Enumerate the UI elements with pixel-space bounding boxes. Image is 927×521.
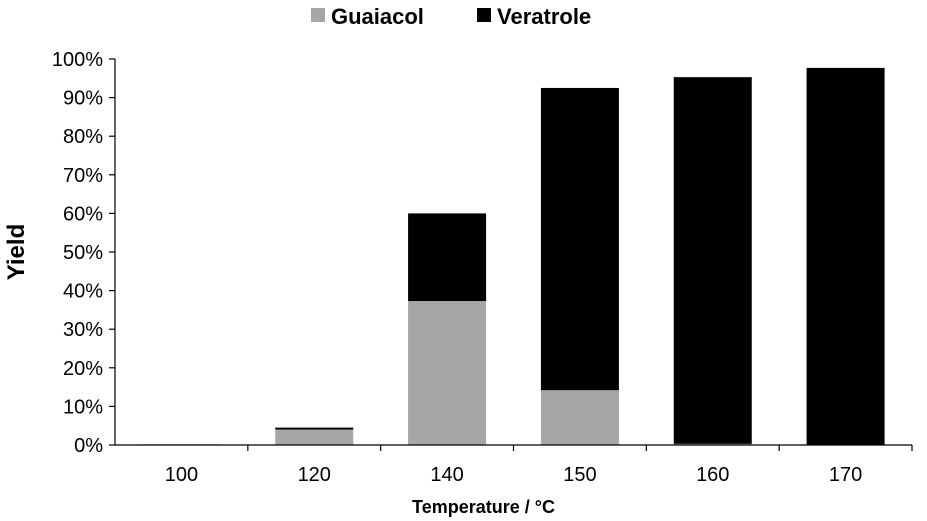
legend: Guaiacol Veratrole	[311, 4, 591, 29]
x-axis-title: Temperature / °C	[412, 497, 555, 517]
bar-veratrole-120	[275, 427, 354, 430]
y-tick-label: 10%	[63, 396, 103, 418]
y-tick-label: 100%	[52, 49, 103, 71]
y-tick-label: 70%	[63, 165, 103, 187]
bars	[142, 67, 885, 446]
x-tick-label: 150	[563, 464, 596, 486]
bar-guaiacol-120	[275, 429, 354, 445]
bar-veratrole-150	[540, 87, 619, 391]
legend-swatch-guaiacol	[311, 8, 325, 22]
bar-guaiacol-140	[408, 301, 487, 445]
x-axis-ticks: 100 120 140 150 160 170	[165, 445, 913, 486]
x-tick-label: 160	[696, 464, 729, 486]
legend-label-veratrole: Veratrole	[497, 4, 591, 29]
y-tick-label: 40%	[63, 281, 103, 303]
y-tick-label: 30%	[63, 319, 103, 341]
y-tick-label: 20%	[63, 358, 103, 380]
y-tick-label: 60%	[63, 203, 103, 225]
y-tick-label: 0%	[74, 435, 103, 457]
legend-swatch-veratrole	[477, 8, 491, 22]
bar-veratrole-140	[408, 213, 487, 302]
x-tick-label: 120	[298, 464, 331, 486]
y-axis-ticks: 0% 10% 20% 30% 40% 50% 60% 70% 80% 90% 100%	[52, 49, 115, 457]
y-tick-label: 90%	[63, 88, 103, 110]
x-tick-label: 170	[829, 464, 862, 486]
legend-label-guaiacol: Guaiacol	[331, 4, 424, 29]
y-tick-label: 80%	[63, 126, 103, 148]
y-axis-title: Yield	[3, 224, 30, 280]
bar-veratrole-170	[806, 67, 885, 446]
x-tick-label: 100	[165, 464, 198, 486]
bar-veratrole-160	[673, 77, 752, 444]
bar-guaiacol-150	[540, 390, 619, 445]
y-tick-label: 50%	[63, 242, 103, 264]
x-tick-label: 140	[430, 464, 463, 486]
